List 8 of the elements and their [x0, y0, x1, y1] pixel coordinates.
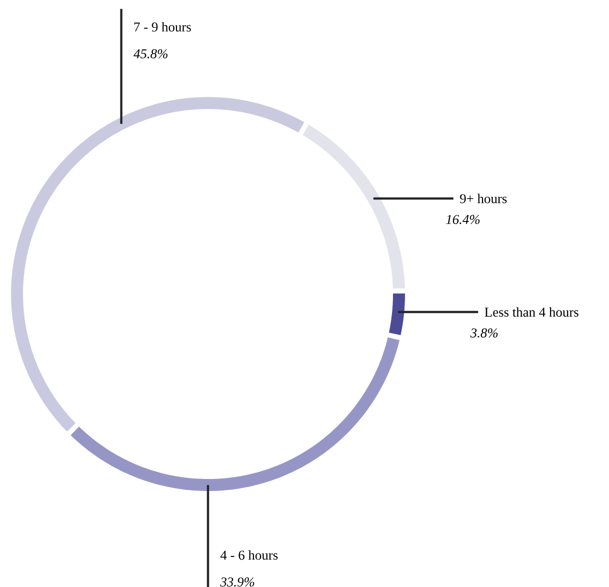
slice-label: 7 - 9 hours [134, 22, 191, 32]
slice-label: 9+ hours [460, 194, 507, 204]
slice-label: 4 - 6 hours [220, 550, 278, 560]
data-label: 33.9% [220, 577, 254, 587]
data-label: 3.8% [470, 328, 498, 338]
slice-label: Less than 4 hours [484, 307, 578, 317]
data-label: 16.4% [446, 214, 480, 224]
data-label: 45.8% [134, 49, 168, 58]
